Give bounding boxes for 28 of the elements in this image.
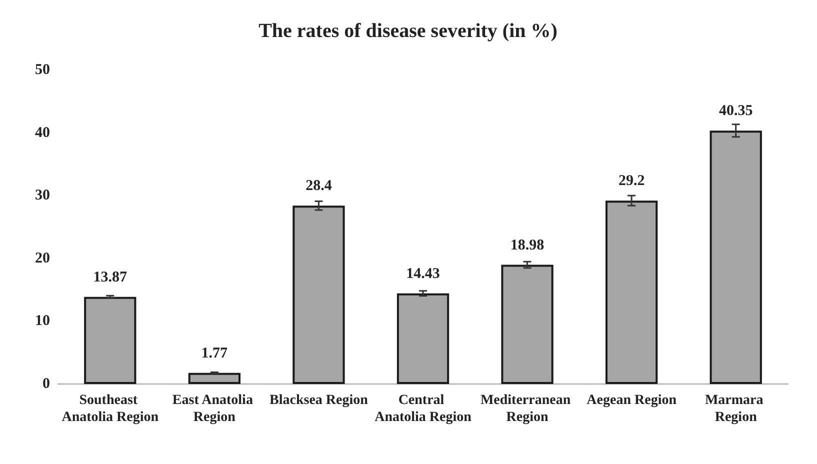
data-label: 14.43 xyxy=(406,266,440,282)
y-tick-label: 50 xyxy=(35,62,50,78)
data-label: 29.2 xyxy=(618,173,645,190)
y-tick-label: 20 xyxy=(35,250,50,266)
x-tick-label: Marmara Region xyxy=(704,393,767,425)
bar xyxy=(606,200,658,384)
bar xyxy=(710,130,762,384)
x-tick-label: Blacksea Region xyxy=(270,393,368,408)
bar xyxy=(501,264,554,384)
y-tick-label: 10 xyxy=(35,313,50,330)
data-label: 28.4 xyxy=(306,178,332,194)
x-tick-label: East Anatolia Region xyxy=(172,393,256,425)
chart-title: The rates of disease severity (in %) xyxy=(258,20,558,42)
y-tick-label: 40 xyxy=(35,124,50,141)
bar xyxy=(188,372,240,384)
data-label: 13.87 xyxy=(93,269,128,286)
x-tick-label: Southeast Anatolia Region xyxy=(62,393,159,425)
data-label: 1.77 xyxy=(201,345,228,362)
y-tick-label: 30 xyxy=(35,188,50,204)
y-tick-label: 0 xyxy=(42,376,50,392)
data-label: 18.98 xyxy=(510,237,544,254)
x-tick-label: Central Anatolia Region xyxy=(374,393,472,425)
data-label: 40.35 xyxy=(718,103,753,120)
bar xyxy=(292,206,345,384)
bar xyxy=(396,293,450,384)
bar xyxy=(84,296,136,384)
x-tick-label: Mediterranean Region xyxy=(480,393,574,425)
x-tick-label: Aegean Region xyxy=(586,393,677,408)
